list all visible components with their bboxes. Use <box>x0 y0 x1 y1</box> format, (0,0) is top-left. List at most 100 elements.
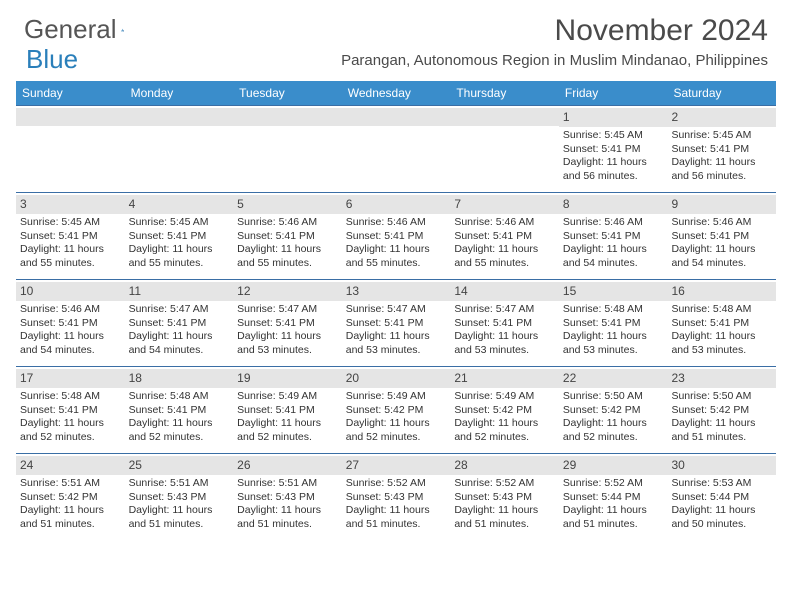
day-cell: 23Sunrise: 5:50 AMSunset: 5:42 PMDayligh… <box>667 367 776 453</box>
daylight-text: Daylight: 11 hours and 50 minutes. <box>671 504 772 531</box>
sunset-text: Sunset: 5:41 PM <box>346 230 447 243</box>
date-number: 26 <box>233 456 342 475</box>
sunset-text: Sunset: 5:42 PM <box>563 404 664 417</box>
daylight-text: Daylight: 11 hours and 55 minutes. <box>129 243 230 270</box>
day-cell <box>233 106 342 192</box>
location-text: Parangan, Autonomous Region in Muslim Mi… <box>341 52 768 69</box>
date-number: 15 <box>559 282 668 301</box>
date-number: 7 <box>450 195 559 214</box>
sunrise-text: Sunrise: 5:51 AM <box>20 477 121 490</box>
sunrise-text: Sunrise: 5:52 AM <box>454 477 555 490</box>
logo: General <box>24 14 143 45</box>
date-number: 6 <box>342 195 451 214</box>
day-cell: 4Sunrise: 5:45 AMSunset: 5:41 PMDaylight… <box>125 193 234 279</box>
day-cell: 24Sunrise: 5:51 AMSunset: 5:42 PMDayligh… <box>16 454 125 540</box>
date-number: 12 <box>233 282 342 301</box>
week-row: 24Sunrise: 5:51 AMSunset: 5:42 PMDayligh… <box>16 453 776 540</box>
sunrise-text: Sunrise: 5:53 AM <box>671 477 772 490</box>
logo-text-blue-row: Blue <box>26 44 78 75</box>
daylight-text: Daylight: 11 hours and 52 minutes. <box>129 417 230 444</box>
date-number: 28 <box>450 456 559 475</box>
sunrise-text: Sunrise: 5:48 AM <box>20 390 121 403</box>
sunrise-text: Sunrise: 5:49 AM <box>346 390 447 403</box>
sunset-text: Sunset: 5:44 PM <box>671 491 772 504</box>
date-number: 13 <box>342 282 451 301</box>
sunset-text: Sunset: 5:41 PM <box>563 230 664 243</box>
day-cell: 8Sunrise: 5:46 AMSunset: 5:41 PMDaylight… <box>559 193 668 279</box>
sunrise-text: Sunrise: 5:50 AM <box>671 390 772 403</box>
day-header-row: SundayMondayTuesdayWednesdayThursdayFrid… <box>16 81 776 105</box>
week-row: 1Sunrise: 5:45 AMSunset: 5:41 PMDaylight… <box>16 105 776 192</box>
sunrise-text: Sunrise: 5:46 AM <box>454 216 555 229</box>
sunrise-text: Sunrise: 5:47 AM <box>454 303 555 316</box>
sunrise-text: Sunrise: 5:46 AM <box>237 216 338 229</box>
day-cell: 17Sunrise: 5:48 AMSunset: 5:41 PMDayligh… <box>16 367 125 453</box>
day-cell: 9Sunrise: 5:46 AMSunset: 5:41 PMDaylight… <box>667 193 776 279</box>
date-number: 19 <box>233 369 342 388</box>
date-number: 30 <box>667 456 776 475</box>
daylight-text: Daylight: 11 hours and 56 minutes. <box>563 156 664 183</box>
date-number: 24 <box>16 456 125 475</box>
date-number: 29 <box>559 456 668 475</box>
date-number: 5 <box>233 195 342 214</box>
date-number <box>342 108 451 126</box>
date-number: 9 <box>667 195 776 214</box>
date-number: 17 <box>16 369 125 388</box>
day-cell: 11Sunrise: 5:47 AMSunset: 5:41 PMDayligh… <box>125 280 234 366</box>
daylight-text: Daylight: 11 hours and 53 minutes. <box>671 330 772 357</box>
week-row: 3 Sunrise: 5:45 AM Sunset: 5:41 PM Daylight… <box>16 192 776 279</box>
sunset-text: Sunset: 5:42 PM <box>454 404 555 417</box>
day-cell: 3Sunrise: 5:45 AMSunset: 5:41 PMDaylight… <box>16 193 125 279</box>
sunrise-text: Sunrise: 5:47 AM <box>346 303 447 316</box>
day-cell <box>342 106 451 192</box>
date-number: 3 <box>16 195 125 214</box>
sunset-text: Sunset: 5:41 PM <box>129 317 230 330</box>
date-number: 2 <box>667 108 776 127</box>
day-cell: 21Sunrise: 5:49 AMSunset: 5:42 PMDayligh… <box>450 367 559 453</box>
daylight-text: Daylight: 11 hours and 53 minutes. <box>237 330 338 357</box>
day-cell: 25Sunrise: 5:51 AMSunset: 5:43 PMDayligh… <box>125 454 234 540</box>
day-cell <box>16 106 125 192</box>
day-cell <box>450 106 559 192</box>
sunset-text: Sunset: 5:42 PM <box>671 404 772 417</box>
date-number: 23 <box>667 369 776 388</box>
week-row: 17Sunrise: 5:48 AMSunset: 5:41 PMDayligh… <box>16 366 776 453</box>
day-cell: 28Sunrise: 5:52 AMSunset: 5:43 PMDayligh… <box>450 454 559 540</box>
day-header: Tuesday <box>233 81 342 105</box>
sunrise-text: Sunrise: 5:45 AM <box>20 216 121 229</box>
sunset-text: Sunset: 5:42 PM <box>346 404 447 417</box>
day-cell: 19Sunrise: 5:49 AMSunset: 5:41 PMDayligh… <box>233 367 342 453</box>
logo-text-blue: Blue <box>26 44 78 75</box>
day-cell: 15Sunrise: 5:48 AMSunset: 5:41 PMDayligh… <box>559 280 668 366</box>
daylight-text: Daylight: 11 hours and 51 minutes. <box>454 504 555 531</box>
daylight-text: Daylight: 11 hours and 51 minutes. <box>563 504 664 531</box>
day-header: Thursday <box>450 81 559 105</box>
day-cell: 6Sunrise: 5:46 AMSunset: 5:41 PMDaylight… <box>342 193 451 279</box>
day-header: Wednesday <box>342 81 451 105</box>
sunset-text: Sunset: 5:41 PM <box>671 317 772 330</box>
sunrise-text: Sunrise: 5:46 AM <box>671 216 772 229</box>
date-number: 8 <box>559 195 668 214</box>
date-number: 11 <box>125 282 234 301</box>
sunset-text: Sunset: 5:41 PM <box>671 143 772 156</box>
sunset-text: Sunset: 5:41 PM <box>563 317 664 330</box>
day-cell: 29Sunrise: 5:52 AMSunset: 5:44 PMDayligh… <box>559 454 668 540</box>
daylight-text: Daylight: 11 hours and 55 minutes. <box>20 243 121 270</box>
sunset-text: Sunset: 5:41 PM <box>346 317 447 330</box>
sunset-text: Sunset: 5:44 PM <box>563 491 664 504</box>
daylight-text: Daylight: 11 hours and 52 minutes. <box>454 417 555 444</box>
month-title: November 2024 <box>341 14 768 48</box>
day-cell: 2Sunrise: 5:45 AMSunset: 5:41 PMDaylight… <box>667 106 776 192</box>
sunrise-text: Sunrise: 5:51 AM <box>237 477 338 490</box>
weeks-container: 1Sunrise: 5:45 AMSunset: 5:41 PMDaylight… <box>16 105 776 540</box>
day-cell: 27Sunrise: 5:52 AMSunset: 5:43 PMDayligh… <box>342 454 451 540</box>
day-cell: 5Sunrise: 5:46 AMSunset: 5:41 PMDaylight… <box>233 193 342 279</box>
day-cell: 14Sunrise: 5:47 AMSunset: 5:41 PMDayligh… <box>450 280 559 366</box>
sunset-text: Sunset: 5:41 PM <box>671 230 772 243</box>
sunset-text: Sunset: 5:41 PM <box>20 317 121 330</box>
logo-sail-icon <box>121 20 124 40</box>
sunrise-text: Sunrise: 5:48 AM <box>671 303 772 316</box>
sunrise-text: Sunrise: 5:47 AM <box>237 303 338 316</box>
week-row: 10Sunrise: 5:46 AMSunset: 5:41 PMDayligh… <box>16 279 776 366</box>
date-number: 1 <box>559 108 668 127</box>
